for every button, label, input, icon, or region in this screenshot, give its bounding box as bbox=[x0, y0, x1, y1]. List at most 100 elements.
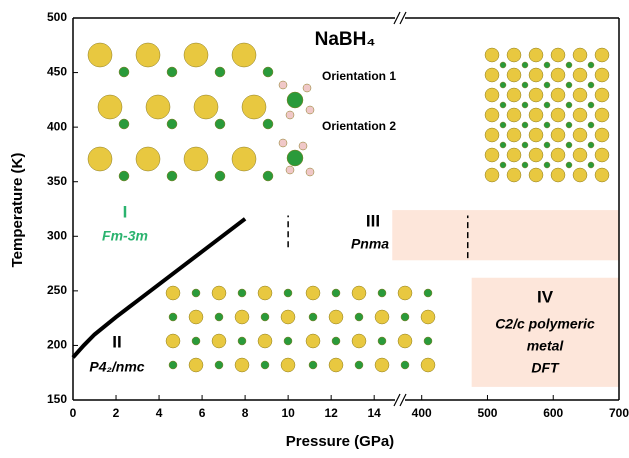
crystal-atom bbox=[283, 336, 293, 346]
crystal-atom bbox=[260, 312, 270, 322]
crystal-atom bbox=[565, 121, 573, 129]
phase-boundary bbox=[71, 217, 247, 359]
crystal-atom bbox=[302, 83, 312, 93]
crystal-atom bbox=[587, 141, 595, 149]
crystal-atom bbox=[565, 81, 573, 89]
crystal-atom bbox=[188, 309, 204, 325]
crystal-atom bbox=[191, 336, 201, 346]
crystal-atom bbox=[285, 165, 295, 175]
axis-break bbox=[399, 11, 407, 25]
crystal-atom bbox=[528, 47, 544, 63]
crystal-atom bbox=[484, 107, 500, 123]
crystal-atom bbox=[231, 42, 257, 68]
phase-group: Pnma bbox=[351, 236, 389, 252]
phase-group: C2/c polymeric bbox=[495, 316, 595, 332]
crystal-atom bbox=[237, 288, 247, 298]
crystal-atom bbox=[305, 105, 315, 115]
x-tick-label: 500 bbox=[477, 406, 497, 420]
x-tick-label: 8 bbox=[242, 406, 249, 420]
crystal-atom bbox=[214, 360, 224, 370]
crystal-atom bbox=[594, 87, 610, 103]
crystal-atom bbox=[484, 87, 500, 103]
crystal-atom bbox=[521, 81, 529, 89]
axis-break bbox=[399, 393, 407, 407]
crystal-atom bbox=[166, 170, 178, 182]
crystal-atom bbox=[135, 146, 161, 172]
crystal-atom bbox=[308, 360, 318, 370]
crystal-atom bbox=[550, 167, 566, 183]
crystal-atom bbox=[543, 81, 551, 89]
crystal-atom bbox=[237, 336, 247, 346]
crystal-atom bbox=[594, 127, 610, 143]
crystal-atom bbox=[351, 285, 367, 301]
crystal-atom bbox=[484, 67, 500, 83]
crystal-atom bbox=[499, 121, 507, 129]
crystal-atom bbox=[183, 146, 209, 172]
crystal-atom bbox=[257, 333, 273, 349]
crystal-atom bbox=[331, 336, 341, 346]
crystal-atom bbox=[166, 118, 178, 130]
crystal-atom bbox=[506, 127, 522, 143]
phase-group: P4₂/nmc bbox=[89, 359, 144, 375]
crystal-atom bbox=[594, 47, 610, 63]
crystal-atom bbox=[298, 141, 308, 151]
crystal-atom bbox=[528, 147, 544, 163]
crystal-atom bbox=[572, 147, 588, 163]
crystal-atom bbox=[543, 121, 551, 129]
crystal-atom bbox=[211, 333, 227, 349]
crystal-atom bbox=[351, 333, 367, 349]
crystal-atom bbox=[400, 312, 410, 322]
crystal-atom bbox=[377, 288, 387, 298]
crystal-atom bbox=[594, 147, 610, 163]
crystal-atom bbox=[420, 357, 436, 373]
crystal-atom bbox=[214, 66, 226, 78]
crystal-atom bbox=[528, 167, 544, 183]
crystal-atom bbox=[528, 107, 544, 123]
crystal-atom bbox=[286, 149, 304, 167]
y-axis-label: Temperature (K) bbox=[9, 153, 26, 268]
crystal-atom bbox=[506, 167, 522, 183]
y-tick-label: 150 bbox=[47, 392, 67, 406]
crystal-atom bbox=[377, 336, 387, 346]
y-tick-label: 200 bbox=[47, 338, 67, 352]
crystal-atom bbox=[484, 47, 500, 63]
crystal-atom bbox=[331, 288, 341, 298]
crystal-atom bbox=[305, 167, 315, 177]
crystal-atom bbox=[572, 87, 588, 103]
crystal-atom bbox=[214, 170, 226, 182]
crystal-atom bbox=[328, 309, 344, 325]
crystal-atom bbox=[214, 118, 226, 130]
crystal-atom bbox=[285, 110, 295, 120]
chart-title: NaBH₄ bbox=[315, 29, 376, 50]
crystal-atom bbox=[484, 147, 500, 163]
crystal-atom bbox=[280, 357, 296, 373]
crystal-atom bbox=[280, 309, 296, 325]
orientation-label: Orientation 1 bbox=[322, 69, 396, 83]
crystal-atom bbox=[550, 107, 566, 123]
crystal-atom bbox=[234, 357, 250, 373]
crystal-atom bbox=[397, 333, 413, 349]
crystal-atom bbox=[565, 101, 573, 109]
crystal-atom bbox=[165, 285, 181, 301]
crystal-atom bbox=[262, 170, 274, 182]
crystal-atom bbox=[278, 138, 288, 148]
y-tick-label: 350 bbox=[47, 174, 67, 188]
crystal-atom bbox=[165, 333, 181, 349]
axis-break bbox=[393, 11, 401, 25]
crystal-atom bbox=[572, 107, 588, 123]
crystal-atom bbox=[423, 336, 433, 346]
crystal-atom bbox=[528, 67, 544, 83]
y-tick-label: 400 bbox=[47, 119, 67, 133]
crystal-atom bbox=[118, 66, 130, 78]
x-tick-label: 600 bbox=[543, 406, 563, 420]
crystal-atom bbox=[305, 285, 321, 301]
crystal-atom bbox=[499, 81, 507, 89]
crystal-atom bbox=[543, 141, 551, 149]
y-tick-label: 250 bbox=[47, 283, 67, 297]
crystal-atom bbox=[262, 118, 274, 130]
crystal-atom bbox=[499, 61, 507, 69]
crystal-atom bbox=[166, 66, 178, 78]
crystal-atom bbox=[550, 67, 566, 83]
crystal-atom bbox=[506, 47, 522, 63]
crystal-atom bbox=[211, 285, 227, 301]
